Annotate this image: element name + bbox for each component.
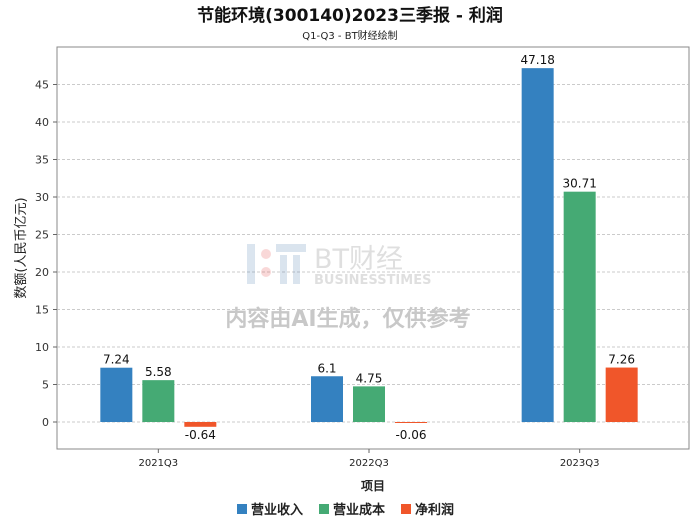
y-tick-label: 35: [35, 154, 49, 167]
data-label: 7.24: [103, 353, 130, 367]
chart-subtitle: Q1-Q3 - BT财经绘制: [302, 29, 397, 42]
legend-swatch: [401, 504, 411, 514]
bar-净利润: [184, 422, 217, 427]
y-tick-label: 0: [42, 416, 49, 429]
x-axis-label: 项目: [361, 479, 385, 493]
watermark: BT财经 BUSINESSTIMES: [247, 244, 431, 288]
bar-净利润: [395, 422, 427, 423]
legend-label: 净利润: [415, 502, 454, 518]
bar-营业收入: [311, 376, 343, 422]
y-tick-label: 10: [35, 341, 49, 354]
y-tick-label: 15: [35, 304, 49, 317]
legend-swatch: [237, 504, 247, 514]
data-label: 4.75: [356, 371, 383, 385]
chart-title: 节能环境(300140)2023三季报 - 利润: [197, 5, 503, 26]
watermark-brand: BT财经: [314, 244, 403, 275]
data-label: 47.18: [520, 53, 554, 67]
bar-营业成本: [353, 386, 385, 422]
bar-营业成本: [563, 191, 596, 422]
y-tick-label: 40: [35, 116, 49, 129]
legend-label: 营业收入: [251, 502, 303, 518]
x-tick-label: 2022Q3: [349, 458, 389, 469]
data-label: 30.71: [562, 177, 596, 191]
legend-label: 营业成本: [333, 502, 385, 518]
y-tick-label: 20: [35, 266, 49, 279]
y-tick-label: 25: [35, 229, 49, 242]
x-tick-label: 2023Q3: [560, 458, 600, 469]
bar-营业收入: [521, 68, 554, 423]
watermark-brand-en: BUSINESSTIMES: [314, 273, 431, 288]
y-tick-label: 30: [35, 191, 49, 204]
bar-营业收入: [100, 367, 133, 422]
bar-净利润: [605, 367, 638, 422]
data-label: -0.64: [185, 428, 216, 442]
legend: 营业收入 营业成本 净利润: [237, 502, 454, 518]
data-label: 7.26: [608, 353, 635, 367]
data-label: -0.06: [395, 428, 426, 442]
bar-营业成本: [142, 380, 175, 422]
y-tick-label: 45: [35, 79, 49, 92]
y-tick-label: 5: [42, 379, 49, 392]
x-tick-label: 2021Q3: [138, 458, 178, 469]
data-label: 6.1: [317, 361, 336, 375]
data-label: 5.58: [145, 365, 172, 379]
legend-swatch: [319, 504, 329, 514]
y-axis-label: 数额(人民币亿元): [14, 197, 29, 298]
watermark-notice: 内容由AI生成，仅供参考: [225, 306, 470, 332]
